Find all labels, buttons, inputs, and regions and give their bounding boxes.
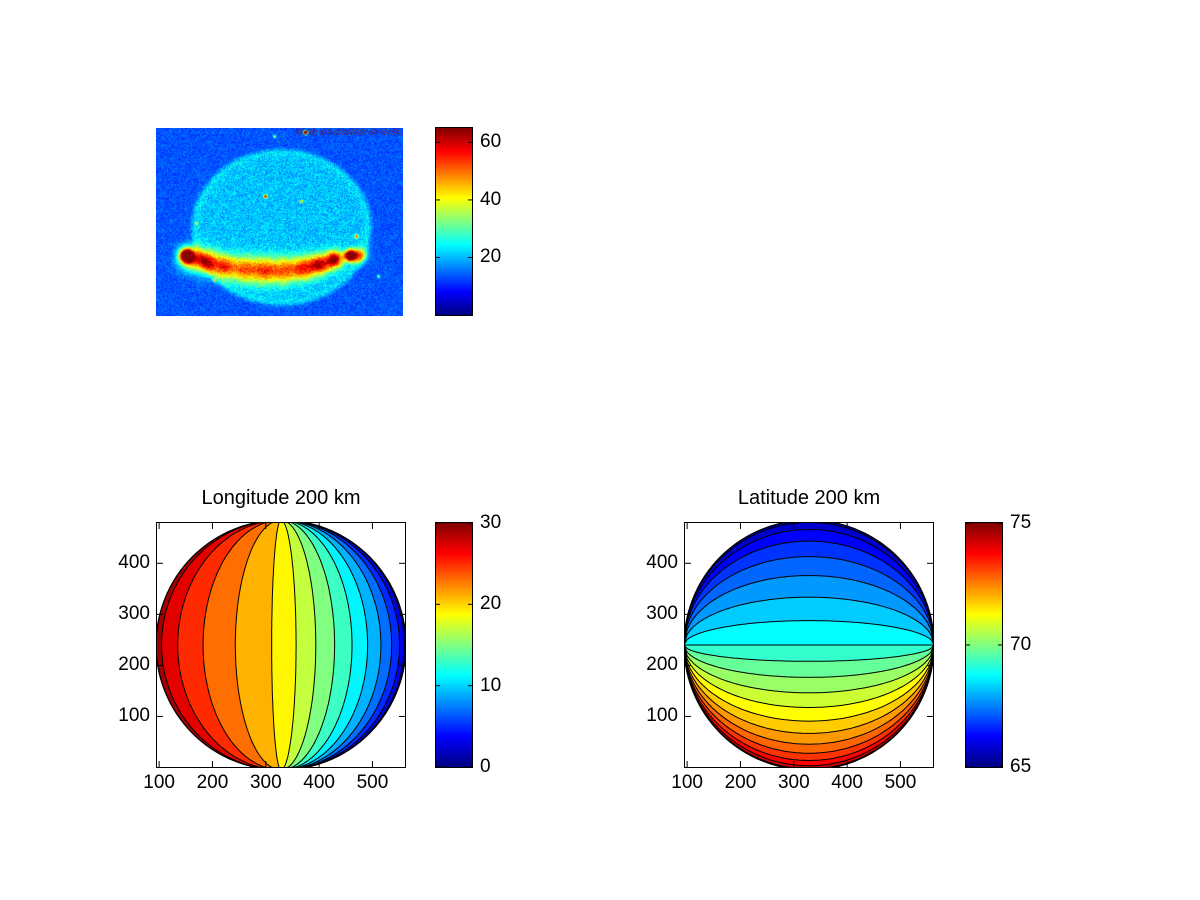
y-tick-label: 400 (118, 552, 150, 574)
colorbar-tick-label: 20 (480, 593, 502, 615)
y-tick-label: 400 (646, 552, 678, 574)
latitude-colorbar (965, 522, 1003, 768)
x-tick-label: 200 (196, 772, 229, 793)
colorbar-tick-label: 40 (480, 188, 502, 210)
x-tick-label: 500 (884, 772, 917, 793)
colorbar-tick-label: 70 (1010, 634, 1032, 655)
longitude-colorbar (435, 522, 473, 768)
x-tick-label: 100 (671, 772, 703, 793)
colorbar-tick-label: 75 (1010, 512, 1032, 533)
y-tick-label: 300 (118, 603, 150, 625)
latitude-plot-title: Latitude 200 km (737, 487, 881, 509)
y-tick-label: 100 (118, 705, 150, 727)
y-tick-label: 300 (646, 603, 678, 625)
colorbar-tick-label: 10 (480, 674, 502, 696)
x-tick-label: 400 (831, 772, 863, 793)
x-tick-label: 100 (143, 772, 175, 793)
latitude-contour-plot (684, 522, 934, 768)
colorbar-tick-label: 60 (480, 131, 502, 153)
x-tick-label: 500 (356, 772, 389, 793)
longitude-contour-plot (156, 522, 406, 768)
colorbar-tick-label: 0 (480, 756, 491, 777)
allsky-image (156, 128, 403, 316)
colorbar-tick-label: 30 (480, 512, 502, 533)
y-tick-label: 200 (646, 654, 678, 676)
colorbar-tick-label: 20 (480, 246, 502, 268)
x-tick-label: 400 (303, 772, 335, 793)
allsky-colorbar (435, 127, 473, 316)
y-tick-label: 200 (118, 654, 150, 676)
x-tick-label: 200 (724, 772, 757, 793)
x-tick-label: 300 (777, 772, 810, 793)
x-tick-label: 300 (249, 772, 282, 793)
longitude-plot-title: Longitude 200 km (201, 487, 361, 509)
colorbar-tick-label: 65 (1010, 756, 1032, 777)
y-tick-label: 100 (646, 705, 678, 727)
